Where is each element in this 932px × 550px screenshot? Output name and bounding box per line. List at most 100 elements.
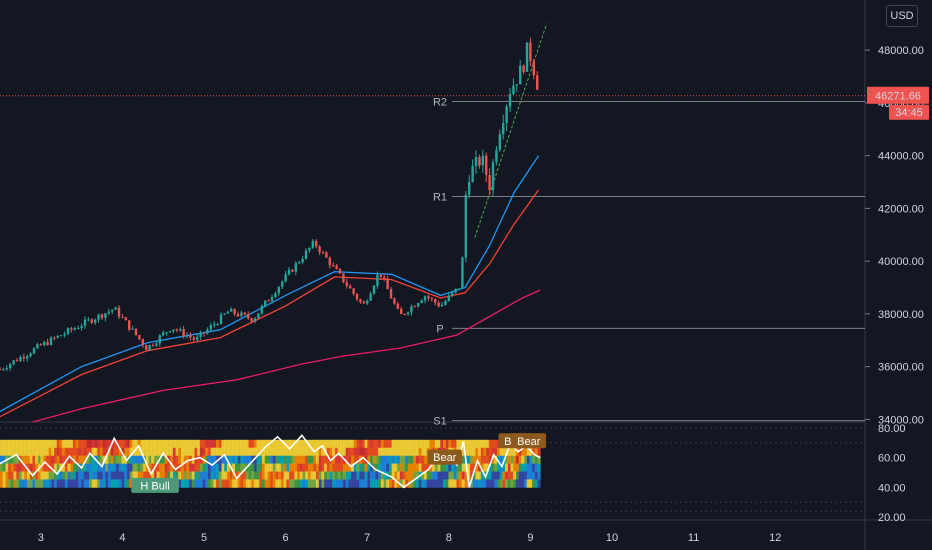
candle[interactable] (175, 329, 179, 331)
candle[interactable] (474, 157, 478, 166)
candle[interactable] (77, 327, 80, 329)
candle[interactable] (464, 194, 468, 258)
candle[interactable] (410, 306, 413, 313)
candle[interactable] (158, 335, 162, 344)
candle[interactable] (165, 332, 168, 334)
candle[interactable] (213, 324, 216, 326)
candle[interactable] (104, 313, 107, 318)
candle[interactable] (369, 293, 372, 301)
candle[interactable] (230, 308, 233, 312)
candle[interactable] (29, 353, 32, 357)
candle[interactable] (366, 300, 369, 304)
candle[interactable] (457, 288, 461, 290)
candle[interactable] (304, 250, 308, 259)
candle[interactable] (383, 276, 386, 279)
candle[interactable] (318, 246, 321, 253)
candle[interactable] (56, 335, 60, 338)
candle[interactable] (121, 316, 124, 318)
candle[interactable] (498, 134, 502, 150)
candle[interactable] (413, 306, 417, 308)
candle[interactable] (32, 348, 36, 354)
candle[interactable] (90, 319, 94, 323)
candle[interactable] (162, 332, 165, 336)
candle[interactable] (315, 241, 318, 247)
candle[interactable] (281, 281, 284, 287)
candle[interactable] (267, 300, 270, 302)
candle[interactable] (270, 297, 274, 301)
candle[interactable] (0, 369, 2, 371)
candle[interactable] (134, 328, 138, 336)
candle[interactable] (454, 288, 457, 293)
candle[interactable] (260, 306, 264, 314)
candle[interactable] (2, 369, 5, 371)
candle[interactable] (73, 328, 77, 330)
candle[interactable] (219, 314, 223, 324)
candle[interactable] (311, 241, 315, 248)
candle[interactable] (100, 314, 104, 318)
candle[interactable] (250, 318, 253, 322)
candle[interactable] (12, 360, 15, 364)
candle[interactable] (49, 337, 53, 345)
candle[interactable] (22, 356, 26, 359)
candle[interactable] (83, 319, 87, 326)
candle[interactable] (488, 175, 491, 191)
candle[interactable] (148, 344, 151, 350)
candle[interactable] (301, 258, 304, 263)
currency-button[interactable]: USD (886, 5, 918, 27)
candle[interactable] (325, 252, 328, 258)
candle[interactable] (131, 328, 134, 330)
candle[interactable] (294, 263, 298, 272)
candle[interactable] (332, 265, 335, 267)
candle[interactable] (403, 314, 406, 316)
candle[interactable] (522, 65, 525, 72)
candle[interactable] (321, 252, 325, 254)
candle[interactable] (389, 289, 393, 299)
candle[interactable] (179, 329, 182, 331)
candle[interactable] (226, 311, 230, 314)
candle[interactable] (63, 333, 66, 336)
candle[interactable] (505, 106, 508, 124)
candle[interactable] (199, 332, 202, 338)
candle[interactable] (236, 313, 240, 317)
candle[interactable] (451, 292, 454, 296)
candle[interactable] (172, 329, 175, 332)
candle[interactable] (359, 299, 362, 302)
candle[interactable] (355, 293, 359, 300)
candle[interactable] (447, 295, 451, 302)
candle[interactable] (138, 335, 141, 340)
candle[interactable] (155, 343, 158, 346)
candle[interactable] (502, 123, 505, 135)
candle[interactable] (53, 337, 56, 339)
candle[interactable] (94, 319, 97, 323)
oscillator-pane[interactable]: H BullBearBearBear (0, 427, 865, 512)
candle[interactable] (379, 274, 383, 277)
candle[interactable] (277, 286, 281, 294)
candles[interactable] (0, 37, 539, 372)
candle[interactable] (80, 325, 83, 328)
candle[interactable] (376, 274, 379, 286)
candle[interactable] (284, 274, 287, 282)
candle[interactable] (386, 278, 389, 290)
candle[interactable] (240, 312, 243, 317)
candle[interactable] (192, 337, 196, 340)
candle[interactable] (468, 181, 471, 195)
candle[interactable] (141, 339, 145, 346)
candle[interactable] (257, 313, 260, 319)
candle[interactable] (400, 308, 403, 315)
candle[interactable] (519, 65, 522, 85)
candle[interactable] (444, 301, 447, 305)
candle[interactable] (243, 312, 247, 315)
candle[interactable] (349, 285, 352, 289)
candle[interactable] (124, 317, 128, 321)
candle[interactable] (128, 320, 131, 330)
candle[interactable] (345, 282, 349, 286)
candle[interactable] (46, 341, 49, 345)
candle[interactable] (515, 84, 519, 86)
candle[interactable] (427, 296, 430, 299)
candle[interactable] (393, 298, 396, 304)
candle[interactable] (338, 269, 342, 274)
candle[interactable] (60, 335, 63, 337)
candle[interactable] (298, 262, 301, 264)
candle[interactable] (216, 323, 219, 325)
